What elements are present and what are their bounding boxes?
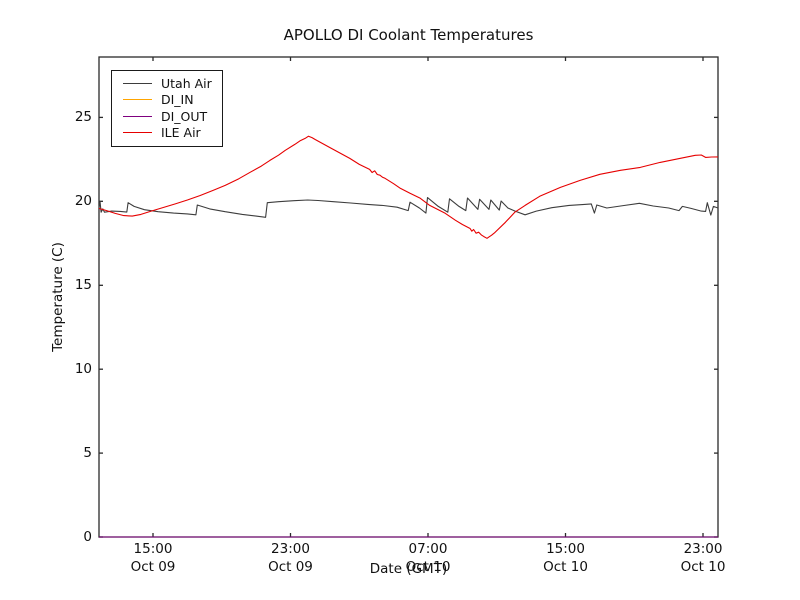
x-tick-date: Oct 10 (543, 558, 588, 575)
legend-label: DI_IN (161, 92, 194, 108)
legend-line-sample (123, 82, 152, 84)
series-utah-air (98, 197, 719, 218)
legend-label: DI_OUT (161, 108, 208, 124)
x-tick-time: 15:00 (133, 541, 173, 557)
y-tick-label: 25 (74, 109, 92, 126)
x-axis-label: Date (GMT) (369, 561, 448, 577)
x-tick-date: Oct 10 (680, 558, 726, 575)
x-tick-label: 07:00 Oct 10 (388, 541, 468, 576)
x-tick-time: 07:00 (408, 541, 448, 557)
x-tick-time: 23:00 (271, 541, 310, 557)
x-tick-label: 15:00 Oct 10 (526, 541, 606, 576)
y-axis-label: Temperature (C) (50, 242, 66, 352)
x-tick-time: 15:00 (546, 541, 585, 557)
x-tick-label: 23:00 Oct 10 (663, 541, 743, 576)
x-tick-label: 15:00 Oct 09 (113, 541, 193, 576)
y-tick-label: 10 (74, 361, 92, 378)
legend-label: ILE Air (161, 125, 201, 141)
legend: Utah Air DI_IN DI_OUT ILE Air (111, 70, 223, 147)
y-tick-label: 20 (74, 193, 92, 210)
legend-item-ile-air: ILE Air (123, 125, 212, 142)
legend-item-utah-air: Utah Air (123, 75, 212, 92)
x-tick-date: Oct 10 (405, 558, 451, 575)
legend-line-sample (123, 132, 152, 134)
legend-line-sample (123, 99, 152, 101)
legend-line-sample (123, 115, 152, 117)
y-tick-label: 15 (74, 277, 92, 294)
x-tick-time: 23:00 (683, 541, 723, 557)
legend-item-di-in: DI_IN (123, 92, 212, 109)
x-tick-date: Oct 09 (130, 558, 176, 575)
x-tick-date: Oct 09 (268, 558, 313, 575)
y-tick-label: 0 (83, 529, 92, 545)
series-ile-air (98, 135, 719, 239)
y-tick-label: 5 (83, 445, 92, 462)
x-tick-label: 23:00 Oct 09 (250, 541, 330, 576)
chart-title: APOLLO DI Coolant Temperatures (283, 26, 534, 44)
legend-item-di-out: DI_OUT (123, 108, 212, 125)
legend-label: Utah Air (161, 75, 212, 91)
